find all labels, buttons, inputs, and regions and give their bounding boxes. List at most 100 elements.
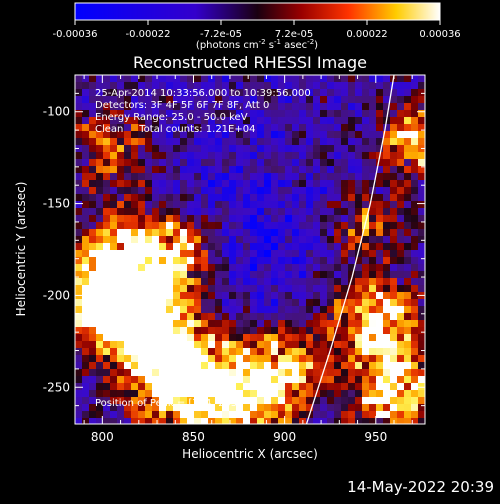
heatmap-cell [348, 292, 356, 300]
heatmap-cell [362, 152, 370, 160]
heatmap-cell [96, 404, 104, 412]
heatmap-cell [159, 369, 167, 377]
heatmap-cell [334, 285, 342, 293]
heatmap-cell [166, 180, 174, 188]
heatmap-cell [264, 208, 272, 216]
heatmap-cell [124, 145, 132, 153]
heatmap-cell [82, 257, 90, 265]
heatmap-cell [348, 117, 356, 125]
heatmap-cell [124, 187, 132, 195]
heatmap-cell [187, 124, 195, 132]
heatmap-cell [418, 327, 425, 335]
heatmap-cell [243, 418, 251, 424]
heatmap-cell [110, 355, 118, 363]
heatmap-cell [222, 187, 230, 195]
heatmap-cell [110, 103, 118, 111]
heatmap-cell [215, 341, 223, 349]
heatmap-cell [341, 201, 349, 209]
heatmap-cell [299, 397, 307, 405]
heatmap-cell [327, 292, 335, 300]
heatmap-cell [278, 285, 286, 293]
heatmap-cell [250, 173, 258, 181]
heatmap-cell [390, 152, 398, 160]
heatmap-cell [411, 194, 419, 202]
heatmap-cell [341, 306, 349, 314]
heatmap-cell [313, 222, 321, 230]
heatmap-cell [306, 376, 314, 384]
heatmap-cell [110, 208, 118, 216]
heatmap-cell [131, 306, 139, 314]
heatmap-cell [348, 257, 356, 265]
heatmap-cell [89, 383, 97, 391]
heatmap-cell [404, 320, 412, 328]
heatmap-cell [194, 145, 202, 153]
heatmap-cell [110, 89, 118, 97]
heatmap-cell [369, 362, 377, 370]
heatmap-cell [397, 208, 405, 216]
heatmap-cell [82, 376, 90, 384]
heatmap-cell [152, 236, 160, 244]
heatmap-cell [103, 376, 111, 384]
heatmap-cell [404, 376, 412, 384]
heatmap-cell [243, 138, 251, 146]
heatmap-cell [320, 131, 328, 139]
heatmap-cell [131, 215, 139, 223]
heatmap-cell [327, 180, 335, 188]
heatmap-cell [362, 236, 370, 244]
heatmap-cell [355, 327, 363, 335]
heatmap-cell [376, 222, 384, 230]
heatmap-cell [138, 271, 146, 279]
heatmap-cell [82, 369, 90, 377]
heatmap-cell [369, 348, 377, 356]
heatmap-cell [257, 355, 265, 363]
heatmap-cell [341, 348, 349, 356]
heatmap-cell [89, 306, 97, 314]
heatmap-cell [383, 201, 391, 209]
heatmap-cell [397, 341, 405, 349]
heatmap-cell [117, 271, 125, 279]
heatmap-cell [383, 285, 391, 293]
heatmap-cell [117, 390, 125, 398]
heatmap-cell [390, 222, 398, 230]
heatmap-cell [299, 131, 307, 139]
heatmap-cell [222, 117, 230, 125]
heatmap-cell [173, 110, 181, 118]
heatmap-cell [397, 166, 405, 174]
heatmap-cell [404, 96, 412, 104]
heatmap-cell [110, 82, 118, 90]
heatmap-cell [383, 299, 391, 307]
heatmap-cell [271, 229, 279, 237]
heatmap-cell [138, 82, 146, 90]
heatmap-cell [285, 271, 293, 279]
heatmap-cell [124, 166, 132, 174]
heatmap-cell [75, 278, 83, 286]
heatmap-cell [278, 75, 286, 83]
heatmap-cell [229, 82, 237, 90]
heatmap-cell [194, 103, 202, 111]
heatmap-cell [215, 264, 223, 272]
heatmap-cell [124, 355, 132, 363]
heatmap-cell [117, 292, 125, 300]
heatmap-cell [138, 117, 146, 125]
heatmap-cell [264, 103, 272, 111]
heatmap-cell [250, 194, 258, 202]
heatmap-cell [292, 124, 300, 132]
heatmap-cell [250, 187, 258, 195]
heatmap-cell [187, 103, 195, 111]
heatmap-cell [173, 131, 181, 139]
heatmap-cell [75, 159, 83, 167]
heatmap-cell [173, 390, 181, 398]
heatmap-cell [306, 404, 314, 412]
heatmap-cell [257, 411, 265, 419]
heatmap-cell [292, 117, 300, 125]
heatmap-cell [124, 110, 132, 118]
heatmap-cell [187, 173, 195, 181]
heatmap-cell [250, 166, 258, 174]
heatmap-cell [208, 390, 216, 398]
heatmap-cell [117, 159, 125, 167]
heatmap-cell [299, 173, 307, 181]
heatmap-cell [418, 397, 425, 405]
heatmap-cell [390, 369, 398, 377]
heatmap-cell [194, 215, 202, 223]
heatmap-cell [124, 334, 132, 342]
